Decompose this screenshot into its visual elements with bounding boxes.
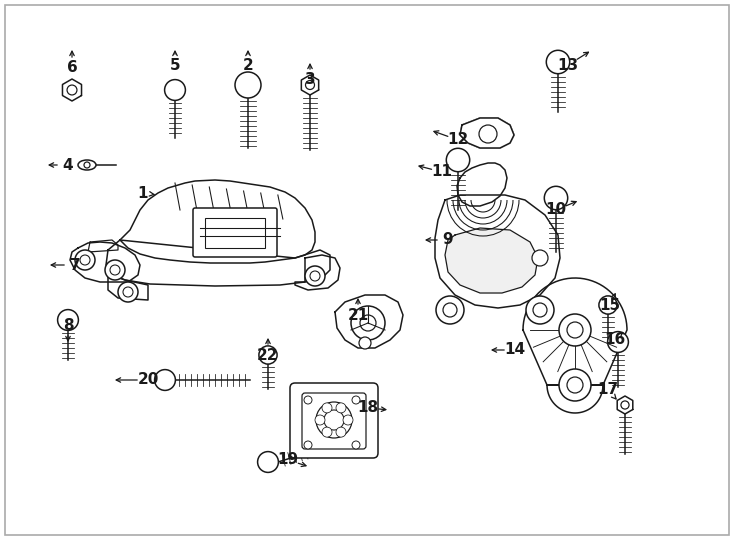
FancyBboxPatch shape [302, 393, 366, 449]
Circle shape [316, 402, 352, 438]
Circle shape [258, 451, 278, 472]
Circle shape [155, 369, 175, 390]
Circle shape [259, 346, 277, 364]
Text: 10: 10 [545, 202, 567, 218]
Circle shape [305, 80, 314, 90]
Circle shape [67, 85, 77, 95]
Polygon shape [70, 242, 140, 282]
Text: 9: 9 [443, 233, 454, 247]
Text: 14: 14 [504, 342, 526, 357]
Circle shape [235, 72, 261, 98]
Circle shape [304, 396, 312, 404]
Circle shape [532, 250, 548, 266]
Circle shape [352, 396, 360, 404]
Text: 8: 8 [62, 318, 73, 333]
Circle shape [567, 322, 583, 338]
Text: 22: 22 [257, 348, 279, 362]
Circle shape [336, 403, 346, 413]
Text: 19: 19 [277, 453, 299, 468]
Text: 11: 11 [432, 165, 452, 179]
Ellipse shape [78, 160, 96, 170]
Text: 20: 20 [137, 373, 159, 388]
FancyBboxPatch shape [193, 208, 277, 257]
Polygon shape [108, 265, 148, 300]
Circle shape [310, 271, 320, 281]
Polygon shape [106, 240, 330, 286]
Circle shape [446, 148, 470, 172]
Text: 15: 15 [600, 298, 620, 313]
Text: 1: 1 [138, 186, 148, 200]
Text: 16: 16 [604, 333, 625, 348]
Circle shape [75, 250, 95, 270]
Circle shape [322, 427, 332, 437]
Circle shape [336, 427, 346, 437]
Circle shape [351, 306, 385, 340]
Circle shape [546, 50, 570, 73]
Circle shape [621, 401, 629, 409]
Circle shape [443, 303, 457, 317]
Circle shape [359, 337, 371, 349]
Circle shape [110, 265, 120, 275]
Circle shape [599, 296, 617, 314]
Polygon shape [335, 295, 403, 348]
Text: 2: 2 [243, 57, 253, 72]
Circle shape [315, 415, 325, 425]
Text: 7: 7 [70, 258, 80, 273]
Text: 12: 12 [448, 132, 468, 147]
Circle shape [305, 266, 325, 286]
Text: 4: 4 [62, 158, 73, 172]
Circle shape [360, 315, 376, 331]
Text: 18: 18 [357, 401, 379, 415]
Text: 6: 6 [67, 60, 77, 76]
Polygon shape [460, 118, 514, 148]
Circle shape [123, 287, 133, 297]
Polygon shape [295, 255, 340, 290]
Circle shape [545, 186, 567, 210]
Circle shape [84, 162, 90, 168]
Text: 17: 17 [597, 382, 619, 397]
Circle shape [567, 377, 583, 393]
Polygon shape [445, 228, 538, 293]
Polygon shape [457, 163, 507, 206]
Circle shape [324, 410, 344, 430]
Text: 3: 3 [305, 72, 316, 87]
Polygon shape [120, 180, 315, 263]
Circle shape [352, 441, 360, 449]
Circle shape [436, 296, 464, 324]
Circle shape [105, 260, 125, 280]
Circle shape [343, 415, 353, 425]
Text: 5: 5 [170, 57, 181, 72]
Circle shape [608, 332, 628, 353]
Circle shape [164, 79, 186, 100]
Polygon shape [523, 278, 627, 413]
Polygon shape [435, 195, 560, 308]
Circle shape [526, 296, 554, 324]
Circle shape [118, 282, 138, 302]
Circle shape [322, 403, 332, 413]
Circle shape [80, 255, 90, 265]
Circle shape [479, 125, 497, 143]
Bar [205, 218, 265, 248]
Circle shape [559, 314, 591, 346]
Text: 21: 21 [347, 307, 368, 322]
Circle shape [57, 309, 79, 330]
Text: 13: 13 [557, 57, 578, 72]
Circle shape [304, 441, 312, 449]
Circle shape [533, 303, 547, 317]
FancyBboxPatch shape [290, 383, 378, 458]
Circle shape [559, 369, 591, 401]
